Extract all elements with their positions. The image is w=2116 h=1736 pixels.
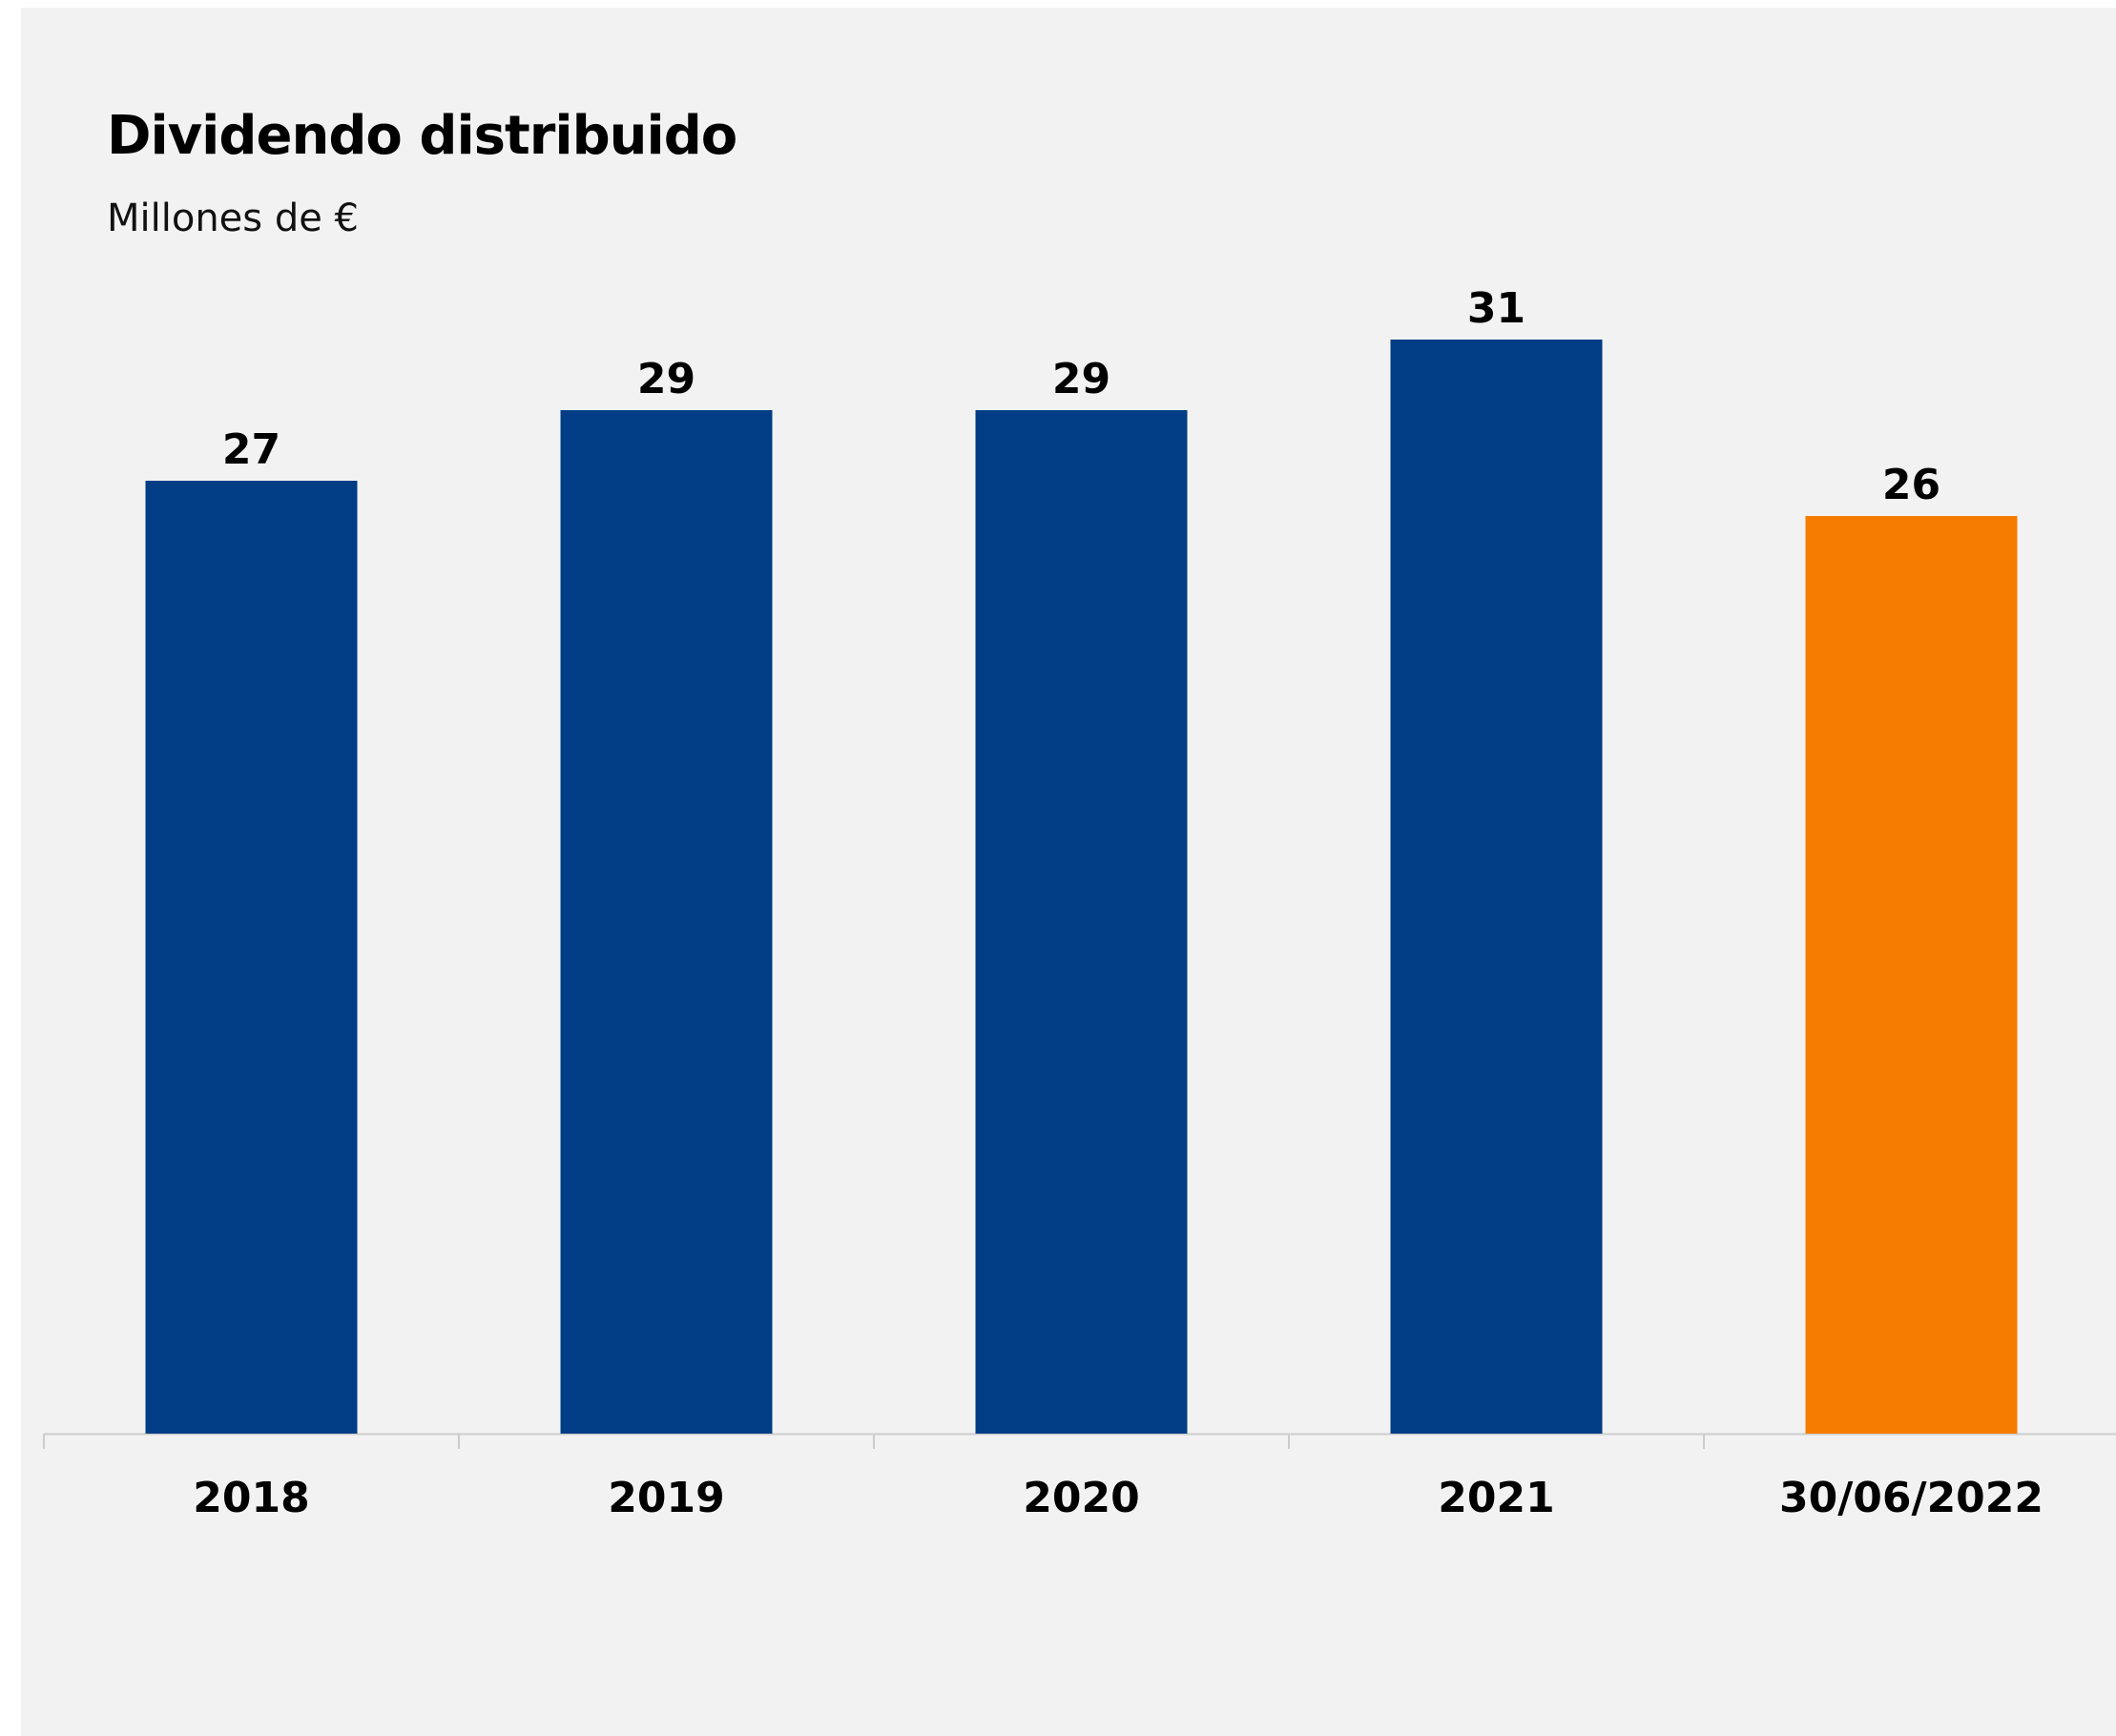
x-tick-label-0: 2018	[193, 1474, 309, 1522]
data-label-1: 29	[637, 355, 695, 403]
bar-1	[560, 410, 773, 1434]
chart-title: Dividendo distribuido	[107, 105, 737, 167]
bar-3	[1390, 340, 1603, 1434]
x-tick-label-4: 30/06/2022	[1779, 1474, 2043, 1522]
x-tick-label-2: 2020	[1023, 1474, 1139, 1522]
x-tick-label-3: 2021	[1438, 1474, 1554, 1522]
data-label-4: 26	[1882, 461, 1940, 509]
data-label-3: 31	[1467, 284, 1525, 333]
data-label-2: 29	[1052, 355, 1110, 403]
x-tick-label-1: 2019	[608, 1474, 724, 1522]
chart-subtitle: Millones de €	[107, 196, 360, 240]
data-label-0: 27	[222, 425, 280, 474]
bar-2	[975, 410, 1188, 1434]
bar-0	[145, 481, 358, 1434]
bar-4	[1805, 516, 2018, 1434]
